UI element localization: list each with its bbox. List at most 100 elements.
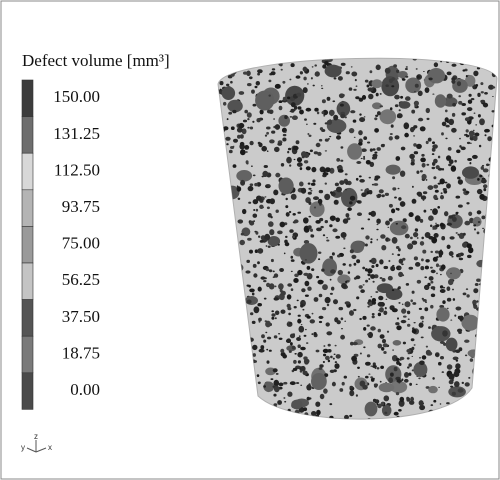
pore <box>370 326 376 331</box>
pore <box>277 142 283 146</box>
pore <box>436 272 438 275</box>
pore <box>412 185 414 188</box>
pore <box>379 93 382 95</box>
pore <box>452 356 458 360</box>
pore <box>400 95 404 99</box>
pore <box>392 176 396 180</box>
pore <box>473 70 479 77</box>
pore <box>273 403 278 406</box>
pore <box>309 319 315 324</box>
pore <box>314 73 318 76</box>
pore <box>446 402 450 405</box>
pore <box>279 268 284 272</box>
pore <box>329 292 333 295</box>
pore <box>245 270 251 274</box>
pore <box>345 181 349 185</box>
pore <box>343 247 346 250</box>
pore <box>428 276 434 281</box>
pore <box>367 331 373 339</box>
pore <box>406 349 412 353</box>
legend-label: 56.25 <box>62 270 100 289</box>
pore <box>307 225 312 230</box>
pore <box>401 303 404 306</box>
pore <box>342 218 349 224</box>
pore <box>240 149 246 156</box>
pore <box>364 243 368 247</box>
pore <box>405 77 422 94</box>
pore <box>324 61 329 65</box>
pore <box>314 107 319 112</box>
pore <box>439 285 444 289</box>
pore <box>427 137 432 142</box>
pore <box>294 353 297 355</box>
pore <box>300 187 307 194</box>
pore <box>219 88 222 91</box>
pore <box>445 137 448 140</box>
pore <box>412 302 417 305</box>
pore <box>438 386 440 388</box>
pore <box>390 372 394 377</box>
pore <box>341 187 358 208</box>
pore <box>421 258 424 262</box>
pore <box>295 75 301 79</box>
pore <box>467 254 472 259</box>
pore <box>418 322 424 328</box>
pore <box>391 85 395 88</box>
color-bar <box>21 79 34 410</box>
pore <box>363 116 366 118</box>
pore <box>280 68 283 71</box>
pore <box>278 114 291 127</box>
pore <box>334 361 338 364</box>
pore <box>483 184 488 189</box>
pore <box>385 298 388 300</box>
pore <box>298 335 301 338</box>
pore <box>404 233 410 239</box>
pore <box>328 109 335 116</box>
pore <box>369 70 373 74</box>
pore <box>265 320 271 328</box>
pore <box>290 108 295 113</box>
pore <box>252 263 257 268</box>
pore <box>420 157 426 163</box>
pore <box>254 182 259 187</box>
pore <box>337 269 343 276</box>
pore <box>395 223 398 225</box>
pore <box>257 248 264 254</box>
pore <box>271 313 276 317</box>
pore <box>398 302 401 304</box>
pore <box>351 355 357 362</box>
pore <box>246 70 251 77</box>
pore <box>383 395 390 402</box>
pore <box>381 245 387 251</box>
pore <box>413 125 418 129</box>
pore <box>408 363 413 367</box>
pore <box>476 188 483 195</box>
pore <box>306 342 309 344</box>
pore <box>303 272 309 276</box>
pore <box>348 263 352 267</box>
pore <box>456 253 459 258</box>
pore <box>311 333 314 336</box>
pore <box>293 105 298 110</box>
pore <box>388 218 393 222</box>
pore <box>405 75 409 78</box>
pore <box>313 206 317 209</box>
pore <box>261 334 265 339</box>
pore <box>340 317 344 321</box>
pore <box>265 331 268 334</box>
pore <box>467 107 473 112</box>
pore <box>321 85 323 87</box>
pore <box>460 146 466 151</box>
pore <box>268 269 273 273</box>
pore <box>331 252 335 256</box>
pore <box>268 349 272 352</box>
pore <box>435 222 437 224</box>
pore <box>342 263 346 266</box>
pore <box>410 299 414 303</box>
pore <box>440 273 442 276</box>
pore <box>351 254 357 259</box>
pore <box>280 163 285 167</box>
pore <box>339 180 345 186</box>
pore <box>356 200 361 203</box>
pore <box>442 188 447 191</box>
